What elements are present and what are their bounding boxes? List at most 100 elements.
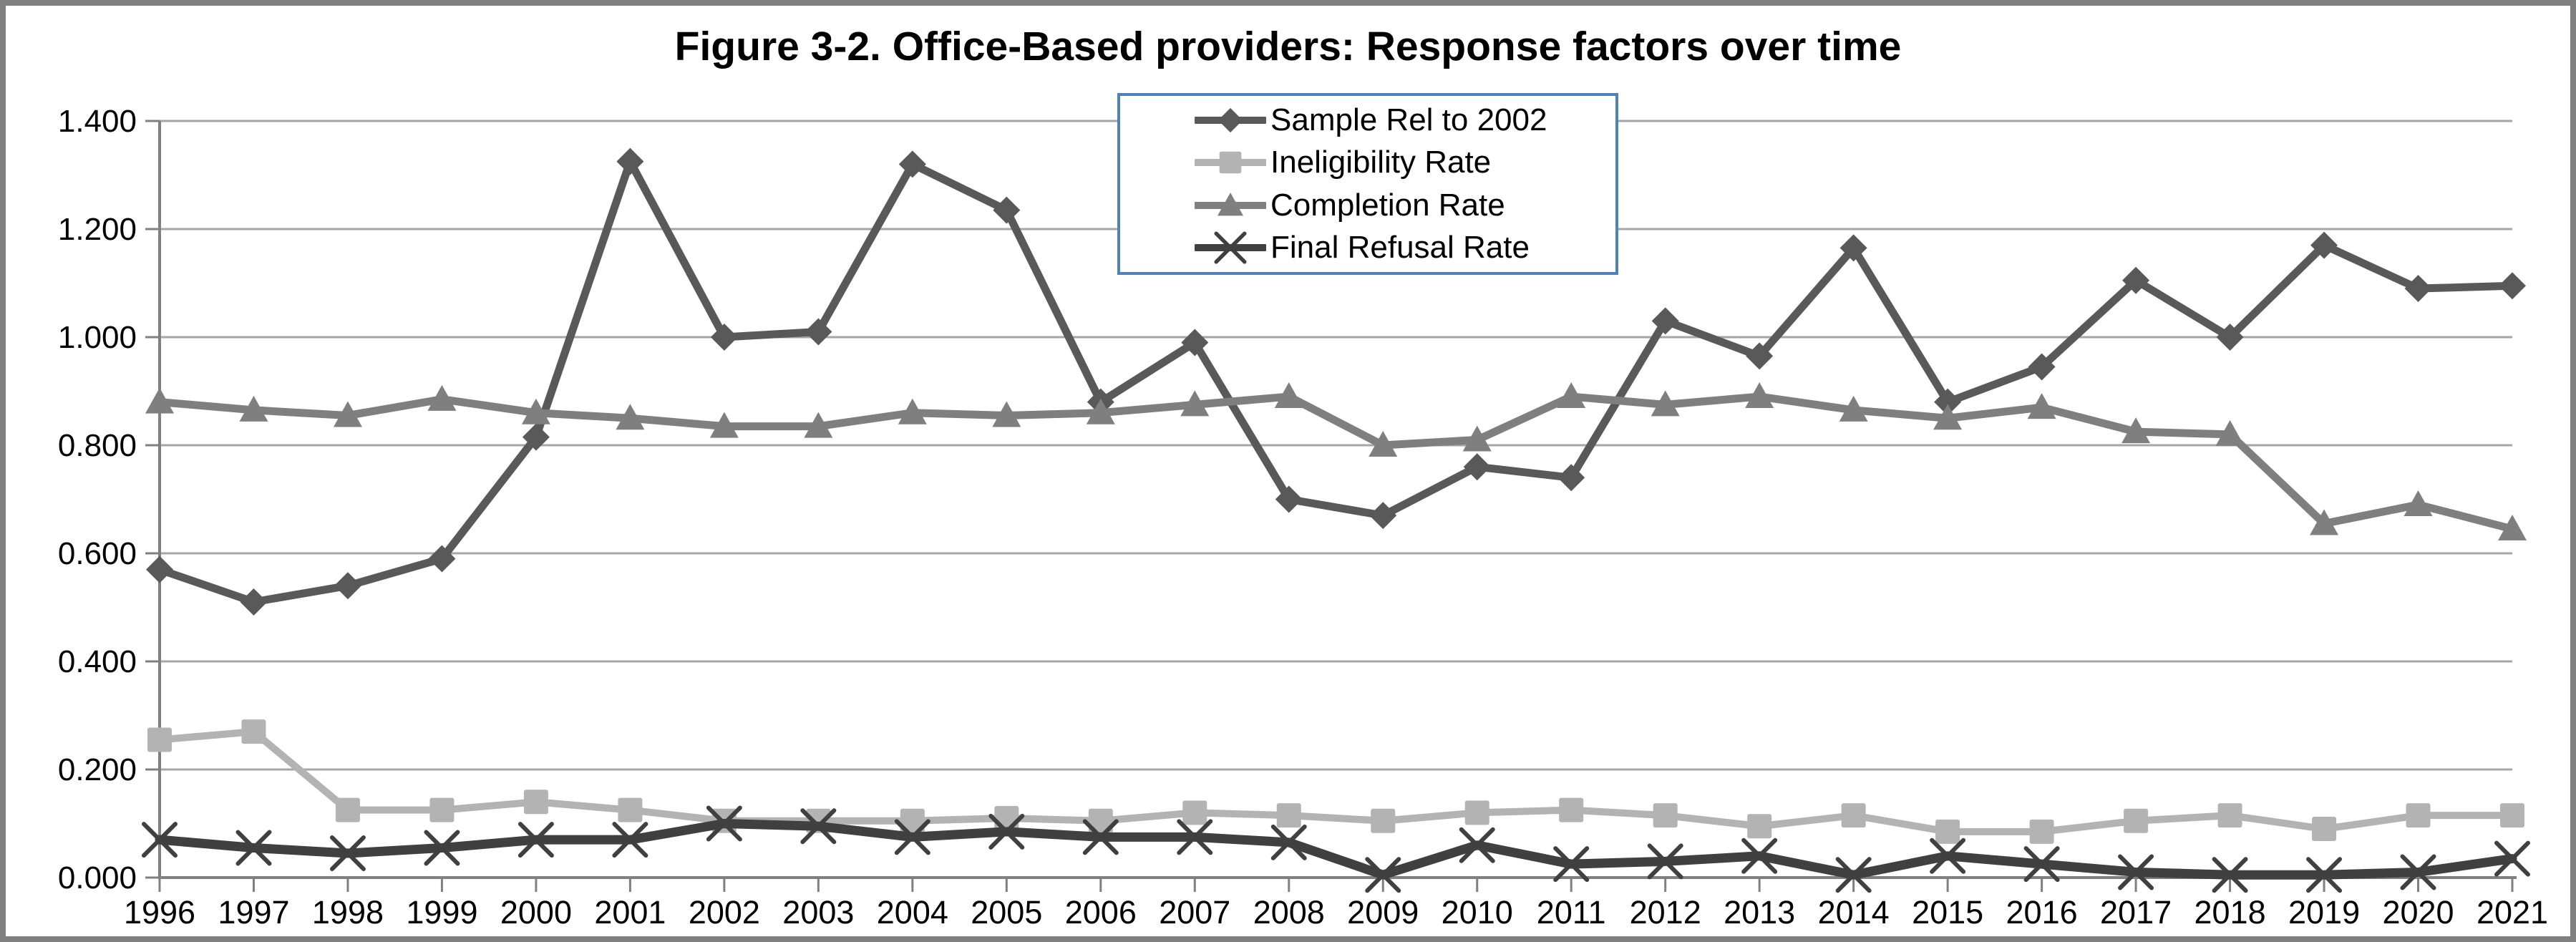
triangle-marker: [992, 401, 1021, 427]
diamond-marker: [1181, 329, 1209, 356]
square-marker: [2312, 817, 2337, 842]
diamond-marker: [1369, 502, 1397, 530]
x-marker: [235, 830, 272, 866]
square-marker: [1182, 800, 1207, 825]
triangle-marker: [2215, 419, 2245, 446]
series-line-square: [156, 728, 2516, 835]
x-tick-label: 1998: [312, 894, 384, 931]
diamond-marker: [2310, 231, 2338, 259]
square-marker: [2029, 819, 2054, 844]
triangle-marker: [1462, 425, 1492, 452]
square-marker: [1747, 814, 1772, 839]
diamond-marker: [2028, 353, 2056, 381]
legend-label-refusal: Final Refusal Rate: [1270, 230, 1530, 266]
x-tick-label: 2018: [2195, 894, 2266, 931]
x-tick-label: 1996: [124, 894, 195, 931]
x-line-marker-icon: [1195, 231, 1266, 264]
series-line-diamond: [155, 157, 2517, 606]
square-marker: [241, 719, 266, 744]
legend-item-final-refusal-rate: Final Refusal Rate: [1195, 227, 1615, 268]
legend-label-sample: Sample Rel to 2002: [1270, 102, 1547, 137]
series-line-triangle: [155, 392, 2517, 533]
x-marker: [1553, 846, 1590, 883]
square-marker: [2217, 803, 2242, 828]
diamond-marker: [1746, 342, 1774, 370]
legend-item-sample-rel-to-2002: Sample Rel to 2002: [1195, 99, 1615, 141]
diamond-marker: [710, 324, 738, 351]
x-tick-label: 2020: [2382, 894, 2454, 931]
triangle-marker: [333, 401, 362, 427]
diamond-marker: [2216, 324, 2244, 351]
x-marker: [2400, 854, 2436, 890]
legend-label-ineligibility: Ineligibility Rate: [1270, 145, 1492, 180]
diamond-marker: [616, 147, 644, 175]
x-marker: [1930, 837, 1966, 874]
y-tick-label: 0.600: [58, 536, 137, 571]
x-tick-label: 2003: [782, 894, 854, 931]
y-tick-label: 0.000: [58, 860, 137, 895]
x-tick-label: 2006: [1065, 894, 1137, 931]
square-marker: [994, 805, 1019, 830]
diamond-marker: [993, 196, 1021, 224]
x-tick-label: 1999: [406, 894, 477, 931]
x-marker: [2212, 857, 2248, 893]
square-marker: [1653, 803, 1678, 828]
diamond-marker: [1463, 453, 1491, 481]
diamond-marker: [1217, 107, 1243, 132]
x-tick-label: 2004: [877, 894, 948, 931]
x-tick-label: 2016: [2006, 894, 2078, 931]
x-marker: [1835, 857, 1872, 893]
x-marker: [1365, 857, 1401, 893]
x-tick-label: 2009: [1347, 894, 1419, 931]
square-marker: [1276, 803, 1301, 828]
triangle-marker: [239, 395, 268, 422]
x-marker: [1270, 824, 1307, 860]
triangle-marker: [1933, 404, 1963, 430]
diamond-marker: [2122, 266, 2150, 294]
square-marker: [429, 797, 455, 822]
triangle-marker: [1274, 382, 1303, 409]
line-chart: 0.000 0.200 0.400 0.600 0.800 1.000 1.200 1.400…: [58, 104, 2548, 931]
x-tick-label: 2008: [1253, 894, 1325, 931]
x-tick-label: 2001: [594, 894, 666, 931]
diamond-marker: [240, 588, 268, 616]
triangle-marker: [2310, 509, 2339, 535]
diamond-marker: [334, 572, 361, 600]
legend-item-ineligibility-rate: Ineligibility Rate: [1195, 142, 1615, 183]
triangle-marker: [1369, 431, 1398, 457]
x-marker: [2494, 840, 2530, 877]
x-marker: [329, 835, 366, 872]
square-marker: [1559, 797, 1584, 822]
x-tick-label: 2005: [971, 894, 1042, 931]
x-marker: [142, 822, 178, 858]
square-marker: [335, 797, 360, 822]
x-marker: [1214, 231, 1247, 264]
square-marker: [147, 727, 172, 752]
x-marker: [1647, 843, 1683, 880]
triangle-marker: [1086, 398, 1115, 424]
diamond-marker: [522, 423, 550, 451]
y-tick-label: 0.800: [58, 428, 137, 463]
square-line-marker-icon: [1195, 151, 1266, 174]
x-marker: [2023, 846, 2060, 883]
x-tick-label: 2002: [689, 894, 760, 931]
x-tick-label: 2017: [2100, 894, 2172, 931]
series-line-x: [155, 819, 2517, 880]
square-marker: [1219, 151, 1242, 174]
diamond-marker: [1275, 485, 1303, 513]
triangle-marker: [1745, 382, 1774, 409]
x-marker: [424, 830, 460, 866]
x-tick-label: 2021: [2477, 894, 2548, 931]
y-tick-label: 1.000: [58, 320, 137, 355]
triangle-marker: [145, 387, 174, 414]
x-tick-label: 2013: [1724, 894, 1795, 931]
legend: Sample Rel to 2002 Ineligibility Rate Co…: [1117, 93, 1618, 275]
legend-item-completion-rate: Completion Rate: [1195, 185, 1615, 226]
y-tick-label: 0.400: [58, 644, 137, 679]
triangle-marker: [2404, 490, 2433, 517]
square-marker: [1841, 803, 1866, 828]
x-marker: [1082, 819, 1119, 855]
diamond-marker: [1934, 388, 1962, 416]
x-tick-label: 2014: [1818, 894, 1890, 931]
